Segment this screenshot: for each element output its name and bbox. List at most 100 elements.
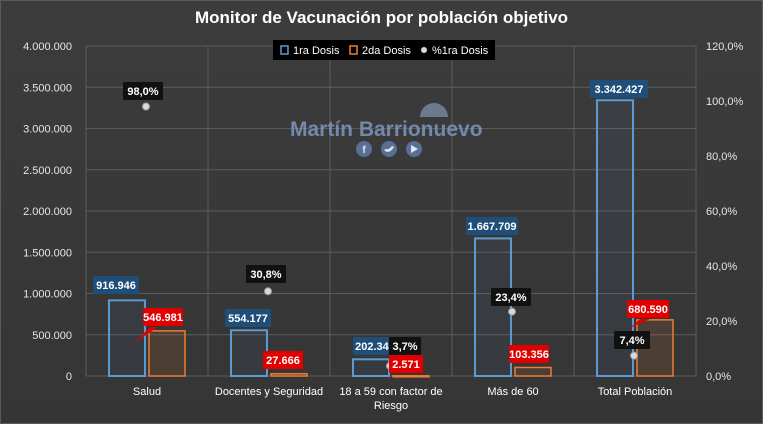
point-pct-1ra-dosis: [630, 351, 638, 360]
label-1ra-dosis: 202.343: [353, 337, 397, 355]
bar-1ra-dosis: [474, 237, 512, 377]
label-1ra-dosis-box: [93, 276, 139, 294]
label-1ra-dosis-text: 3.342.427: [595, 84, 644, 96]
data-labels: 916.946 554.177 202.343 1.667.709 3.342.427 5…: [93, 80, 669, 373]
label-pct-1ra-dosis-text: 30,8%: [250, 269, 281, 281]
youtube-icon: [406, 141, 422, 157]
label-2da-dosis-pointer: [134, 327, 158, 343]
facebook-icon: f: [356, 141, 372, 157]
label-2da-dosis-text: 680.590: [628, 304, 668, 316]
label-pct-1ra-dosis: 3,7%: [389, 337, 421, 355]
label-2da-dosis: 103.356: [509, 345, 549, 363]
label-pct-1ra-dosis: 7,4%: [614, 331, 650, 349]
label-pct-1ra-dosis-box: [491, 288, 531, 306]
y-axis-left: 0 500.000 1.000.000 1.500.000 2.000.000 2.500…: [23, 41, 72, 383]
label-2da-dosis-box: [263, 351, 303, 369]
chart-title: Monitor de Vacunación por población obje…: [194, 8, 569, 27]
label-2da-dosis-text: 2.571: [392, 359, 420, 371]
y2-tick-label: 120,0%: [706, 41, 744, 53]
label-1ra-dosis: 916.946: [93, 276, 139, 294]
bar-2da-dosis: [514, 366, 552, 377]
y-axis-right: 0,0% 20,0% 40,0% 60,0% 80,0% 100,0% 120,0%: [706, 41, 744, 383]
label-pct-1ra-dosis-text: 98,0%: [127, 86, 158, 98]
label-2da-dosis-box: [143, 308, 183, 326]
y2-tick-label: 80,0%: [706, 151, 737, 163]
legend-label: 1ra Dosis: [293, 45, 340, 57]
label-1ra-dosis-text: 916.946: [96, 280, 136, 292]
label-2da-dosis-text: 546.981: [143, 312, 183, 324]
watermark-arc: [420, 103, 448, 117]
label-1ra-dosis-text: 202.343: [355, 341, 395, 353]
label-1ra-dosis-box: [353, 337, 397, 355]
bar-2da-dosis: [392, 375, 430, 378]
legend-label: 2da Dosis: [362, 45, 411, 57]
category-label: Más de 60: [487, 386, 538, 398]
point-pct-1ra-dosis: [508, 307, 516, 316]
label-2da-dosis-text: 103.356: [509, 349, 549, 361]
label-pct-1ra-dosis-box: [614, 331, 650, 349]
label-2da-dosis-box: [627, 300, 669, 318]
legend-swatch: [280, 45, 289, 55]
point-pct-1ra-dosis: [142, 102, 150, 111]
label-pct-1ra-dosis-box: [246, 265, 286, 283]
label-2da-dosis: 546.981: [134, 308, 183, 343]
label-pct-1ra-dosis-text: 3,7%: [392, 341, 417, 353]
watermark-text: Martín Barrionuevo: [290, 118, 483, 141]
legend-box: [273, 40, 495, 60]
legend-label: %1ra Dosis: [432, 45, 489, 57]
label-1ra-dosis-box: [590, 80, 648, 98]
label-2da-dosis: 680.590: [627, 300, 669, 328]
label-pct-1ra-dosis-text: 23,4%: [495, 292, 526, 304]
label-1ra-dosis: 554.177: [225, 309, 271, 327]
bar-1ra-dosis: [230, 329, 268, 377]
y2-tick-label: 60,0%: [706, 206, 737, 218]
bar-1ra-dosis: [596, 99, 634, 377]
y-tick-label: 2.500.000: [23, 165, 72, 177]
bar-1ra-dosis: [352, 358, 390, 377]
label-pct-1ra-dosis: 23,4%: [491, 288, 531, 306]
y2-tick-label: 0,0%: [706, 371, 731, 383]
category-label: 18 a 59 con factor de Riesgo: [339, 386, 442, 412]
label-1ra-dosis: 3.342.427: [590, 80, 648, 98]
label-2da-dosis-box: [389, 355, 423, 373]
label-1ra-dosis-box: [466, 217, 518, 235]
bar-2da-dosis: [270, 372, 308, 377]
label-1ra-dosis-text: 1.667.709: [468, 221, 517, 233]
label-pct-1ra-dosis-box: [389, 337, 421, 355]
bar-2da-dosis: [148, 330, 186, 377]
y-tick-label: 3.500.000: [23, 82, 72, 94]
label-1ra-dosis-box: [225, 309, 271, 327]
y-tick-label: 2.000.000: [23, 206, 72, 218]
label-2da-dosis: 2.571: [389, 355, 423, 373]
y2-tick-label: 40,0%: [706, 261, 737, 273]
legend-swatch: [421, 47, 427, 53]
label-2da-dosis-text: 27.666: [266, 355, 300, 367]
category-label: Total Población: [598, 386, 673, 398]
label-pct-1ra-dosis: 30,8%: [246, 265, 286, 283]
y-tick-label: 500.000: [32, 330, 72, 342]
category-label: Salud: [133, 386, 161, 398]
label-pct-1ra-dosis: 98,0%: [123, 82, 163, 100]
svg-text:f: f: [362, 145, 366, 156]
label-pct-1ra-dosis-text: 7,4%: [619, 335, 644, 347]
twitter-icon: [381, 141, 397, 157]
y2-tick-label: 20,0%: [706, 316, 737, 328]
y-tick-label: 1.000.000: [23, 289, 72, 301]
label-pct-1ra-dosis-box: [123, 82, 163, 100]
label-1ra-dosis-text: 554.177: [228, 313, 268, 325]
y-tick-label: 1.500.000: [23, 247, 72, 259]
legend: 1ra Dosis 2da Dosis %1ra Dosis: [273, 40, 495, 60]
label-2da-dosis: 27.666: [263, 351, 303, 369]
legend-swatch: [349, 45, 358, 55]
label-1ra-dosis: 1.667.709: [466, 217, 518, 235]
y-tick-label: 0: [66, 371, 72, 383]
category-label: Docentes y Seguridad: [215, 386, 323, 398]
y2-tick-label: 100,0%: [706, 96, 744, 108]
label-2da-dosis-pointer: [630, 319, 650, 328]
label-2da-dosis-box: [509, 345, 549, 363]
watermark: Martín Barrionuevo f: [290, 103, 483, 157]
category-labels: Salud Docentes y Seguridad 18 a 59 con fac…: [133, 386, 672, 412]
point-pct-1ra-dosis: [264, 287, 272, 296]
y-tick-label: 3.000.000: [23, 124, 72, 136]
